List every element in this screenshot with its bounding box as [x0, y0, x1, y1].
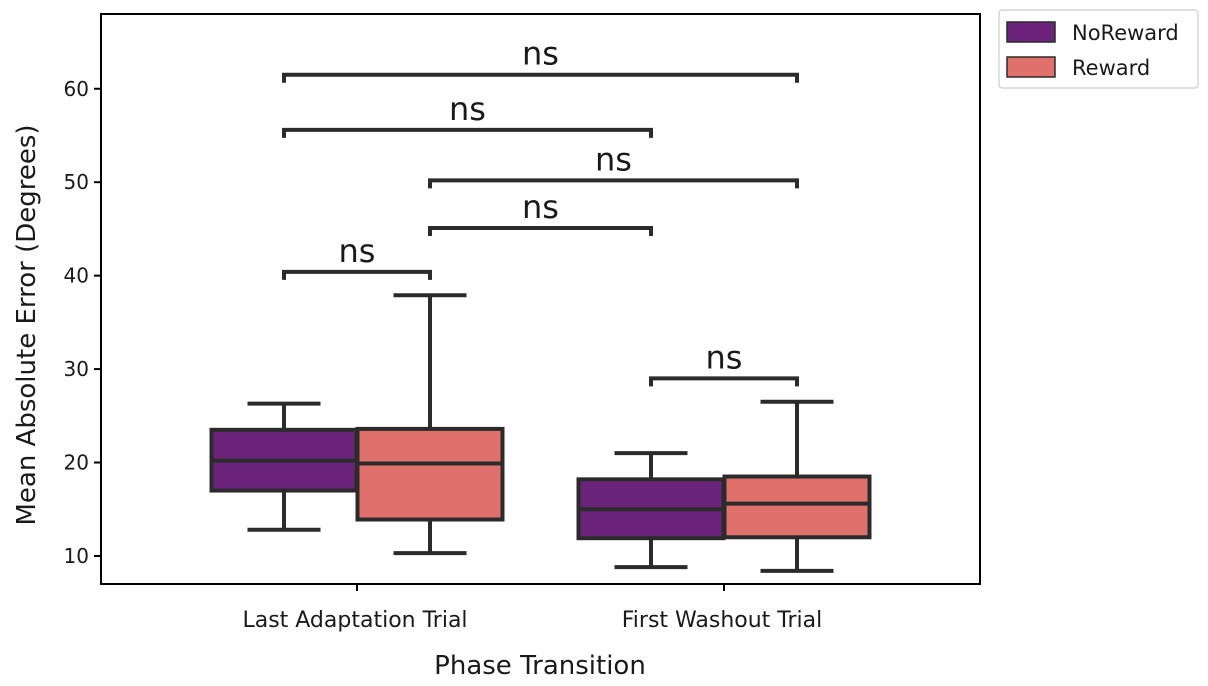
y-tick-label: 50	[64, 170, 89, 194]
significance-bracket: ns	[282, 90, 653, 138]
x-tick-label: Last Adaptation Trial	[242, 608, 467, 633]
y-axis: 10 20 30 40 50 60	[64, 77, 101, 568]
significance-label: ns	[339, 232, 376, 270]
y-tick-label: 30	[64, 357, 89, 381]
significance-bracket: ns	[282, 35, 799, 83]
box-noreward-1	[576, 451, 726, 570]
significance-label: ns	[522, 188, 559, 226]
significance-bracket: ns	[649, 338, 799, 387]
y-tick-label: 40	[64, 264, 89, 288]
x-tick-label: First Washout Trial	[622, 608, 823, 633]
significance-bracket: ns	[428, 140, 799, 189]
bracket-line	[428, 178, 799, 189]
y-tick-label: 20	[64, 451, 89, 475]
significance-bracket: ns	[282, 232, 432, 280]
box-noreward-0	[209, 401, 359, 532]
legend-swatch-noreward	[1006, 21, 1056, 43]
x-axis-label: Phase Transition	[434, 651, 646, 681]
bracket-line	[428, 225, 653, 236]
box-reward-1	[722, 399, 872, 573]
plot-frame	[100, 13, 981, 585]
significance-bracket: ns	[428, 188, 653, 236]
iqr-box	[722, 474, 872, 540]
x-axis: Last Adaptation Trial First Washout Trial	[242, 584, 822, 633]
significance-label: ns	[522, 35, 559, 73]
y-tick-label: 10	[64, 544, 89, 568]
legend: NoReward Reward	[998, 9, 1199, 89]
iqr-box	[355, 426, 505, 522]
box-reward-0	[355, 293, 505, 556]
bracket-line	[649, 376, 799, 387]
y-tick-label: 60	[64, 77, 89, 101]
legend-label-reward: Reward	[1072, 56, 1150, 80]
significance-label: ns	[595, 140, 632, 178]
significance-label: ns	[449, 90, 486, 128]
bracket-line	[282, 72, 799, 83]
significance-label: ns	[706, 338, 743, 376]
legend-label-noreward: NoReward	[1072, 21, 1179, 45]
legend-swatch-reward	[1006, 56, 1056, 78]
bracket-line	[282, 127, 653, 138]
bracket-line	[282, 269, 432, 280]
y-axis-label: Mean Absolute Error (Degrees)	[12, 124, 42, 525]
